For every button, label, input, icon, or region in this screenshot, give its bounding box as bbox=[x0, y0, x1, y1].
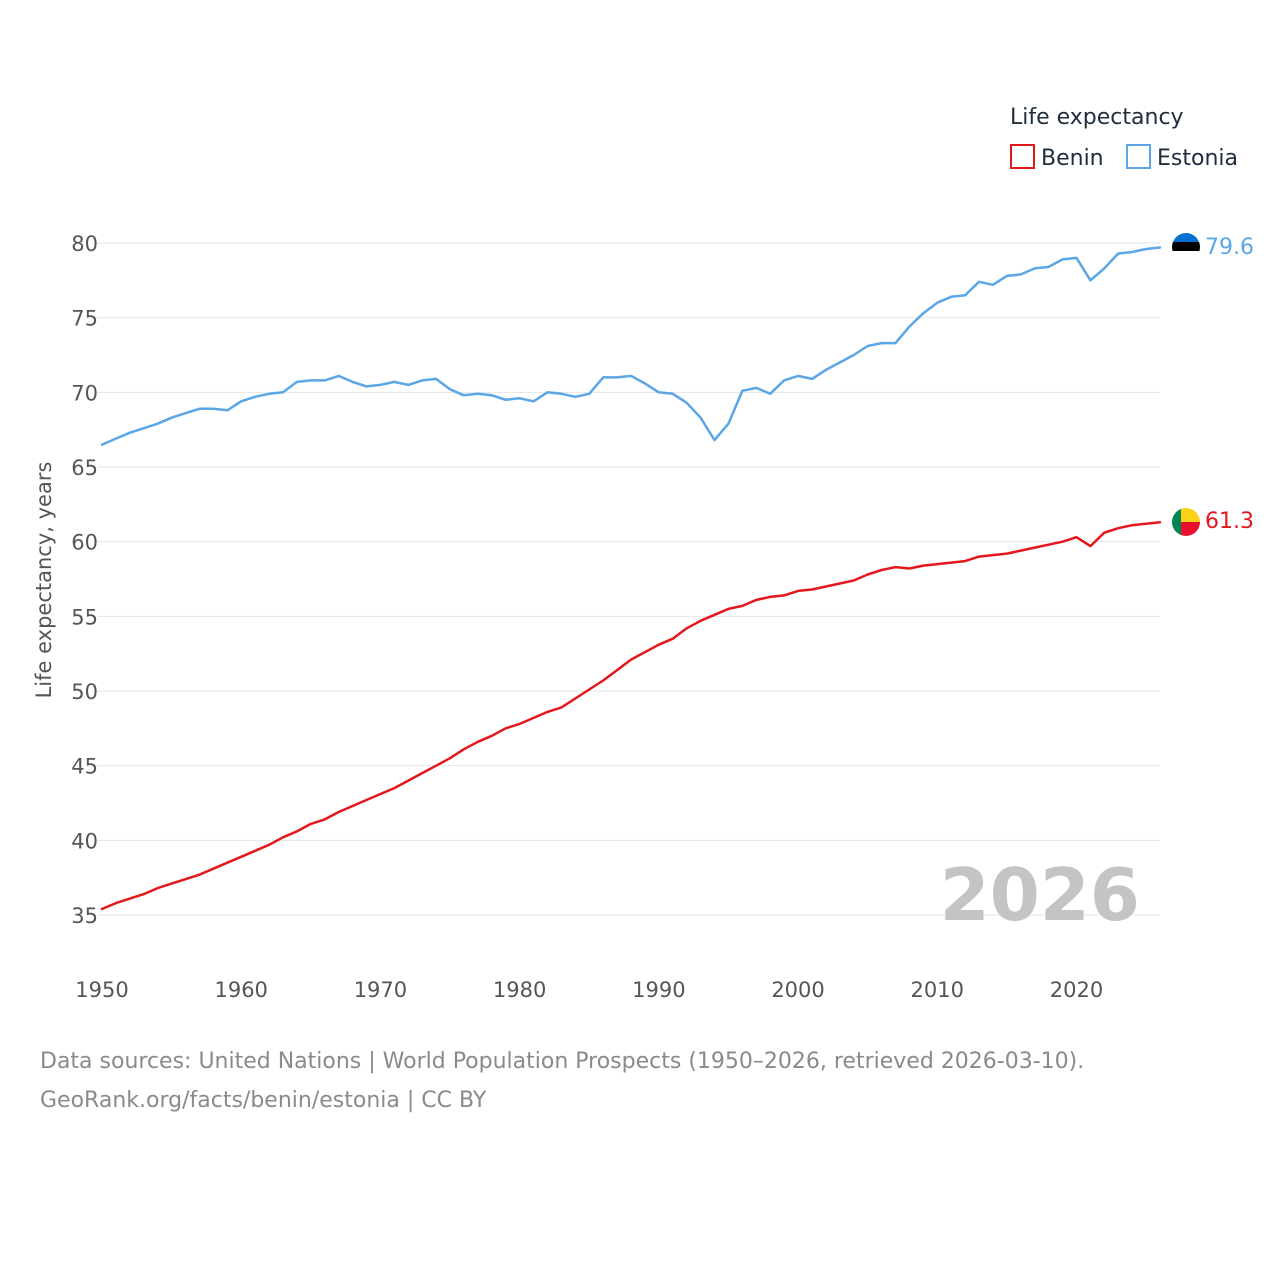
legend-swatch-estonia bbox=[1126, 144, 1151, 169]
data-sources-text: Data sources: United Nations | World Pop… bbox=[40, 1049, 1085, 1074]
legend-swatch-benin bbox=[1010, 144, 1035, 169]
x-tick-label: 2020 bbox=[1050, 978, 1103, 1002]
legend-item-benin[interactable]: Benin bbox=[1010, 144, 1104, 171]
y-axis: 35 40 45 50 55 60 65 70 75 80 bbox=[71, 232, 98, 928]
benin-flag-icon bbox=[1172, 508, 1200, 536]
y-tick-label: 50 bbox=[71, 680, 98, 704]
y-tick-label: 45 bbox=[71, 755, 98, 779]
line-chart: 35 40 45 50 55 60 65 70 75 80 1950 1960 1970 1980 199… bbox=[32, 105, 1254, 1002]
x-tick-label: 1990 bbox=[632, 978, 685, 1002]
y-tick-label: 40 bbox=[71, 829, 98, 853]
legend-label-benin: Benin bbox=[1041, 146, 1104, 171]
y-tick-label: 60 bbox=[71, 531, 98, 555]
y-tick-label: 70 bbox=[71, 381, 98, 405]
legend-item-estonia[interactable]: Estonia bbox=[1126, 144, 1238, 171]
y-tick-label: 35 bbox=[71, 904, 98, 928]
y-tick-label: 65 bbox=[71, 456, 98, 480]
end-label-estonia: 79.6 bbox=[1205, 235, 1254, 260]
x-tick-label: 1980 bbox=[493, 978, 546, 1002]
x-axis: 1950 1960 1970 1980 1990 2000 2010 2020 bbox=[75, 978, 1103, 1002]
y-tick-label: 80 bbox=[71, 232, 98, 256]
x-tick-label: 2000 bbox=[771, 978, 824, 1002]
legend-label-estonia: Estonia bbox=[1157, 146, 1238, 171]
x-tick-label: 2010 bbox=[911, 978, 964, 1002]
x-tick-label: 1970 bbox=[354, 978, 407, 1002]
year-watermark: 2026 bbox=[940, 853, 1140, 937]
legend: Life expectancy Benin Estonia bbox=[1010, 105, 1238, 171]
series-line-benin[interactable] bbox=[100, 521, 1162, 911]
y-tick-label: 75 bbox=[71, 307, 98, 331]
legend-title: Life expectancy bbox=[1010, 105, 1184, 130]
credit-link[interactable]: GeoRank.org/facts/benin/estonia | CC BY bbox=[40, 1088, 487, 1113]
y-axis-title: Life expectancy, years bbox=[32, 462, 56, 699]
series-lines bbox=[100, 246, 1162, 911]
x-tick-label: 1950 bbox=[75, 978, 128, 1002]
estonia-flag-icon bbox=[1172, 233, 1200, 261]
y-tick-label: 55 bbox=[71, 605, 98, 629]
series-line-estonia[interactable] bbox=[100, 246, 1162, 446]
grid bbox=[97, 242, 1160, 916]
footer: Data sources: United Nations | World Pop… bbox=[40, 1042, 1084, 1120]
end-label-benin: 61.3 bbox=[1205, 509, 1254, 534]
x-tick-label: 1960 bbox=[214, 978, 267, 1002]
